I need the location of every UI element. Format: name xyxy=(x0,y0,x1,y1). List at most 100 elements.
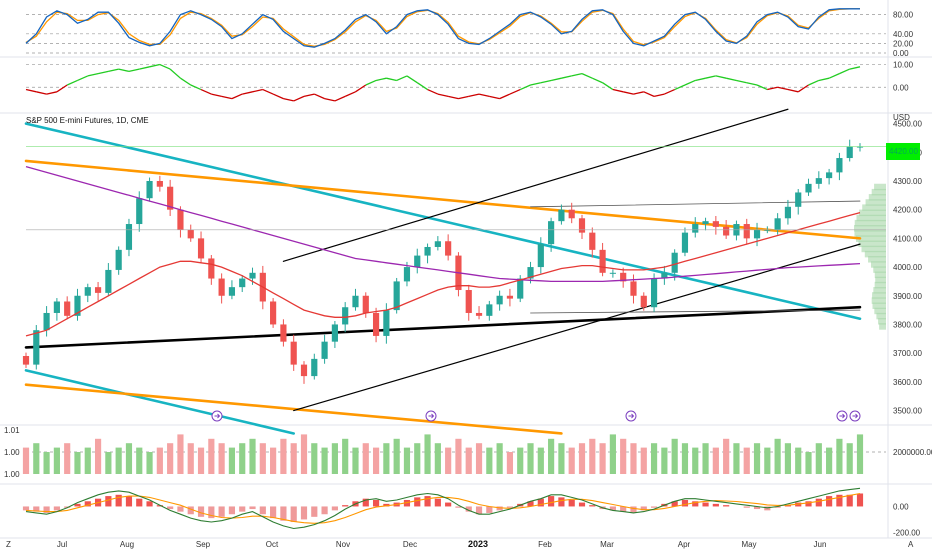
candles xyxy=(22,139,864,384)
candle-body xyxy=(826,172,833,179)
candle-body xyxy=(228,287,236,296)
volume-bar xyxy=(486,447,493,474)
volume-bar xyxy=(465,447,472,474)
macd-histogram-bar xyxy=(826,496,833,507)
volume-bar xyxy=(187,443,194,474)
volume-bar xyxy=(568,447,575,474)
candle-body xyxy=(424,246,431,256)
osc-segment xyxy=(427,88,439,95)
profile-bar xyxy=(872,292,886,299)
osc-segment xyxy=(509,88,521,95)
candle-body xyxy=(517,278,524,299)
dividend-marker-icon-glyph xyxy=(628,413,635,419)
macd-histogram-bar xyxy=(331,506,338,511)
volume-bar xyxy=(372,447,380,474)
volume-bar xyxy=(836,438,843,474)
volume-bar xyxy=(774,438,781,474)
volume-bar xyxy=(702,443,709,474)
candle-body xyxy=(362,295,369,313)
profile-bar xyxy=(864,250,886,258)
x-tick-label: Jun xyxy=(814,540,827,549)
candle-body xyxy=(753,229,761,239)
macd-histogram-bar xyxy=(53,506,60,511)
osc-segment xyxy=(849,66,861,70)
candle-body xyxy=(702,221,709,225)
volume-bar xyxy=(115,447,122,474)
footer-right-label[interactable]: A xyxy=(908,540,914,549)
volume-bar xyxy=(784,443,792,474)
volume-bar xyxy=(300,434,308,474)
macd-histogram-bar xyxy=(321,506,328,515)
osc-segment xyxy=(365,79,377,86)
macd-histogram-bar xyxy=(156,505,163,507)
candle-body xyxy=(589,232,596,250)
macd-histogram-bar xyxy=(630,506,637,513)
volume-bar xyxy=(753,443,761,474)
volume-bar xyxy=(167,443,174,474)
x-tick-label: Sep xyxy=(196,540,211,549)
macd-histogram-bar xyxy=(414,497,421,507)
candle-body xyxy=(22,356,30,365)
candle-body xyxy=(578,218,586,233)
volume-panel xyxy=(22,434,886,474)
candle-body xyxy=(558,209,565,222)
candle-body xyxy=(115,249,122,270)
osc-segment xyxy=(777,86,789,91)
osc-segment xyxy=(818,77,830,82)
candle-body xyxy=(300,364,308,377)
dividend-marker-icon-glyph xyxy=(839,413,846,419)
profile-bar xyxy=(862,204,886,211)
currency-label: USD xyxy=(893,113,910,122)
macd-histogram-bar xyxy=(362,498,369,507)
candle-body xyxy=(671,252,678,273)
profile-bar xyxy=(879,323,886,330)
osc-segment xyxy=(756,84,768,91)
macd-histogram-bar xyxy=(620,506,627,512)
profile-bar xyxy=(868,256,886,263)
trendline-orange-upper xyxy=(24,159,862,240)
osc-segment xyxy=(190,84,202,91)
candle-body xyxy=(774,218,781,230)
macd-histogram-bar xyxy=(712,503,719,507)
osc-segment xyxy=(448,95,459,100)
osc-segment xyxy=(489,95,500,100)
macd-histogram-bar xyxy=(197,506,205,517)
osc-segment xyxy=(623,91,634,95)
osc-segment xyxy=(695,77,706,82)
macd-histogram-bar xyxy=(558,497,565,507)
macd-histogram-bar xyxy=(115,494,122,507)
profile-bar xyxy=(873,287,886,294)
volume-left-tick-label: 1.00 xyxy=(4,470,20,479)
macd-histogram-bar xyxy=(496,506,503,511)
macd-histogram-bar xyxy=(846,494,853,507)
osc-segment xyxy=(540,79,552,84)
macd-histogram-bar xyxy=(723,505,730,507)
trendline-black-channel-upper xyxy=(282,108,789,262)
osc-segment xyxy=(437,93,449,97)
osc-segment xyxy=(272,93,284,100)
volume-bar xyxy=(599,443,606,474)
candle-body xyxy=(537,244,544,268)
trendlines[interactable] xyxy=(24,108,862,435)
osc-tick-label: 0.00 xyxy=(893,83,909,92)
candle-body xyxy=(383,310,390,336)
macd-histogram-bar xyxy=(125,496,133,507)
macd-histogram-bar xyxy=(311,506,318,517)
price-tick-label: 3600.00 xyxy=(893,378,922,387)
macd-histogram-bar xyxy=(774,506,781,508)
footer-left-label[interactable]: Z xyxy=(6,540,11,549)
price-tick-label: 3700.00 xyxy=(893,349,922,358)
volume-bar xyxy=(208,438,215,474)
candle-body xyxy=(146,180,153,199)
osc-segment xyxy=(149,63,160,68)
event-markers[interactable] xyxy=(211,410,861,422)
price-tick-label: 3900.00 xyxy=(893,292,922,301)
trendline-black-channel-lower xyxy=(293,243,861,412)
profile-bar xyxy=(868,194,886,201)
volume-bar xyxy=(84,447,91,474)
profile-bar xyxy=(871,188,886,196)
candle-body xyxy=(280,324,287,342)
osc-segment xyxy=(77,75,89,82)
osc-segment xyxy=(612,88,624,93)
